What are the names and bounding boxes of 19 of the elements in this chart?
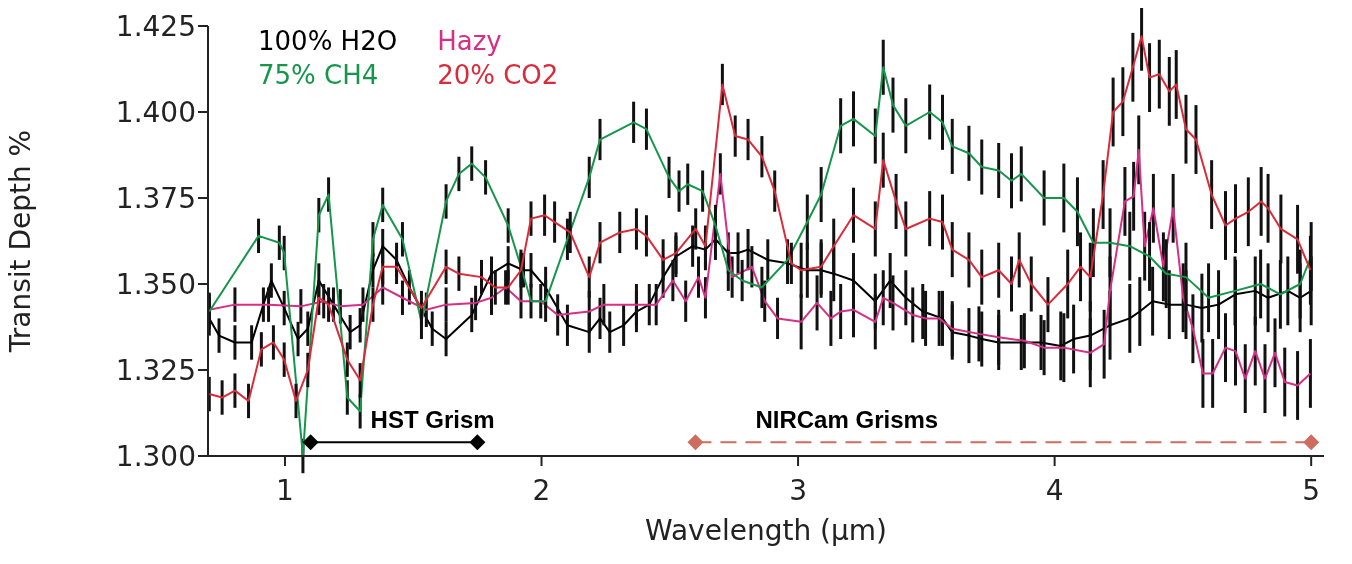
text: 20% CO2 [437,60,559,90]
y-tick-label: 1.300 [115,439,196,473]
y-tick-label: 1.325 [115,353,196,387]
x-tick-label: 1 [276,473,294,507]
y-tick-label: 1.350 [115,267,196,301]
y-tick-label: 1.400 [115,95,196,129]
x-tick-label: 3 [789,473,807,507]
x-tick-label: 4 [1045,473,1064,507]
x-tick-label: 5 [1302,473,1321,507]
y-tick-label: 1.425 [115,9,196,43]
text: 100% H2O [258,26,398,56]
annotation: NIRCam Grisms [755,406,939,434]
text: Hazy [437,26,503,56]
y-tick-label: 1.375 [115,181,196,215]
x-tick-label: 2 [532,473,551,507]
text: 75% CH4 [258,60,380,90]
annotation: HST Grism [370,406,495,434]
y-axis-title: Transit Depth % [3,129,37,354]
x-axis-title: Wavelength (μm) [645,514,887,547]
